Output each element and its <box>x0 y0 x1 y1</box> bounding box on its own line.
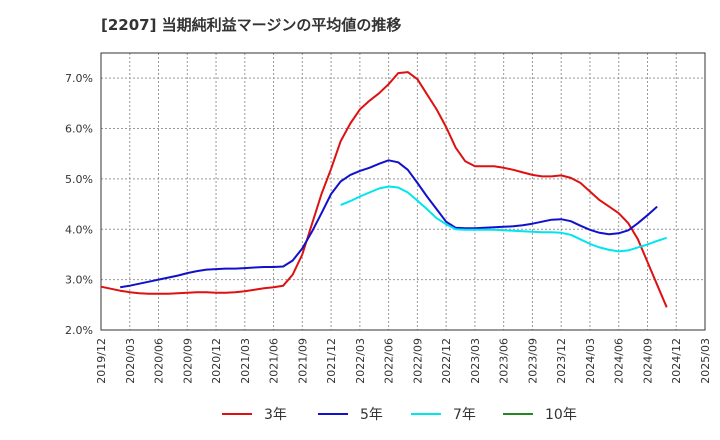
legend-label-4: 10年 <box>545 407 577 423</box>
x-tick-label: 2022/12 <box>440 338 453 384</box>
x-axis-ticks: 2019/12 2020/03 2020/06 2020/09 2020/12 2021/… <box>95 338 712 384</box>
grid-lines <box>100 53 706 331</box>
series-line-3 <box>340 185 668 253</box>
x-tick-label: 2019/12 <box>95 338 108 384</box>
x-tick-label: 2020/12 <box>210 338 223 384</box>
x-tick-label: 2020/09 <box>181 338 194 384</box>
x-tick-label: 2023/09 <box>526 338 539 384</box>
y-tick-label: 5.0% <box>65 173 93 186</box>
x-tick-label: 2024/03 <box>584 338 597 384</box>
x-tick-label: 2024/12 <box>670 338 683 384</box>
series-lines <box>100 71 668 308</box>
x-tick-label: 2021/09 <box>296 338 309 384</box>
x-tick-label: 2022/03 <box>354 338 367 384</box>
series-line-1 <box>100 71 668 308</box>
x-tick-label: 2020/06 <box>153 338 166 384</box>
x-tick-label: 2021/06 <box>268 338 281 384</box>
y-tick-label: 7.0% <box>65 72 93 85</box>
y-tick-label: 4.0% <box>65 223 93 236</box>
y-tick-label: 3.0% <box>65 274 93 287</box>
chart-title: [2207] 当期純利益マージンの平均値の推移 <box>101 16 402 34</box>
legend: 3年 5年 7年 10年 <box>222 407 577 423</box>
x-tick-label: 2023/06 <box>498 338 511 384</box>
x-tick-label: 2022/06 <box>383 338 396 384</box>
x-tick-label: 2023/03 <box>469 338 482 384</box>
x-tick-label: 2022/09 <box>411 338 424 384</box>
series-line-2 <box>120 159 658 289</box>
plot-area-border <box>100 52 706 331</box>
x-tick-label: 2023/12 <box>555 338 568 384</box>
x-tick-label: 2024/09 <box>641 338 654 384</box>
legend-label-3: 7年 <box>453 407 476 423</box>
legend-label-2: 5年 <box>360 407 383 423</box>
legend-label-1: 3年 <box>264 407 287 423</box>
y-tick-label: 2.0% <box>65 324 93 337</box>
y-axis-ticks: 2.0% 3.0% 4.0% 5.0% 6.0% 7.0% <box>65 72 93 337</box>
x-tick-label: 2020/03 <box>124 338 137 384</box>
y-tick-label: 6.0% <box>65 123 93 136</box>
x-tick-label: 2021/12 <box>325 338 338 384</box>
x-tick-label: 2024/06 <box>613 338 626 384</box>
x-tick-label: 2025/03 <box>699 338 712 384</box>
x-tick-label: 2021/03 <box>239 338 252 384</box>
